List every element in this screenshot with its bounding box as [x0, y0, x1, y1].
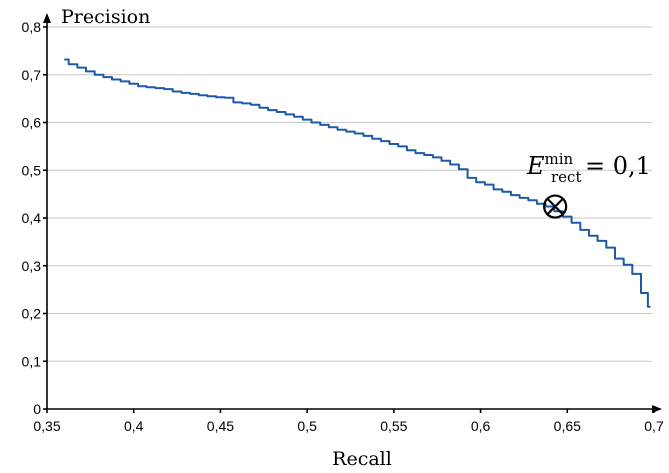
axes: [43, 13, 662, 413]
annotation: Emin rect = 0,1: [526, 150, 651, 219]
x-tick-label: 0,4: [124, 418, 144, 434]
series-layer: [64, 58, 651, 308]
x-tick-label: 0,6: [471, 418, 491, 434]
tick-labels: 0 0,1 0,2 0,3 0,4 0,5 0,6 0,7 0,8 0,35 0,4 0,45 0,5 0…: [22, 19, 664, 434]
y-tick-label: 0,5: [22, 162, 42, 178]
x-tick-label: 0,55: [380, 418, 407, 434]
x-tick-label: 0,65: [554, 418, 581, 434]
y-tick-label: 0,2: [22, 306, 42, 322]
gridlines: [47, 26, 652, 362]
x-tick-label: 0,35: [33, 418, 60, 434]
y-tick-label: 0,7: [22, 67, 42, 83]
y-tick-label: 0,6: [22, 115, 42, 131]
y-tick-label: 0,8: [22, 19, 42, 35]
y-axis-arrow: [43, 13, 51, 23]
x-tick-label: 0,5: [297, 418, 317, 434]
x-axis-title: Recall: [332, 448, 392, 470]
annotation-label-base: E: [526, 152, 545, 180]
y-tick-label: 0,4: [22, 210, 42, 226]
annotation-label-sup: min: [545, 150, 574, 168]
x-axis-arrow: [652, 405, 662, 413]
y-axis-title: Precision: [61, 6, 150, 28]
annotation-marker: [543, 194, 568, 219]
x-tick-label: 0,45: [207, 418, 234, 434]
annotation-label: Emin rect = 0,1: [526, 150, 651, 186]
y-tick-label: 0,3: [22, 258, 42, 274]
y-tick-label: 0,1: [22, 353, 42, 369]
annotation-label-rest: = 0,1: [585, 152, 651, 180]
x-tick-label: 0,7: [644, 418, 664, 434]
annotation-label-sub: rect: [551, 168, 581, 186]
series-line: [64, 58, 651, 308]
y-tick-label: 0: [33, 401, 41, 417]
